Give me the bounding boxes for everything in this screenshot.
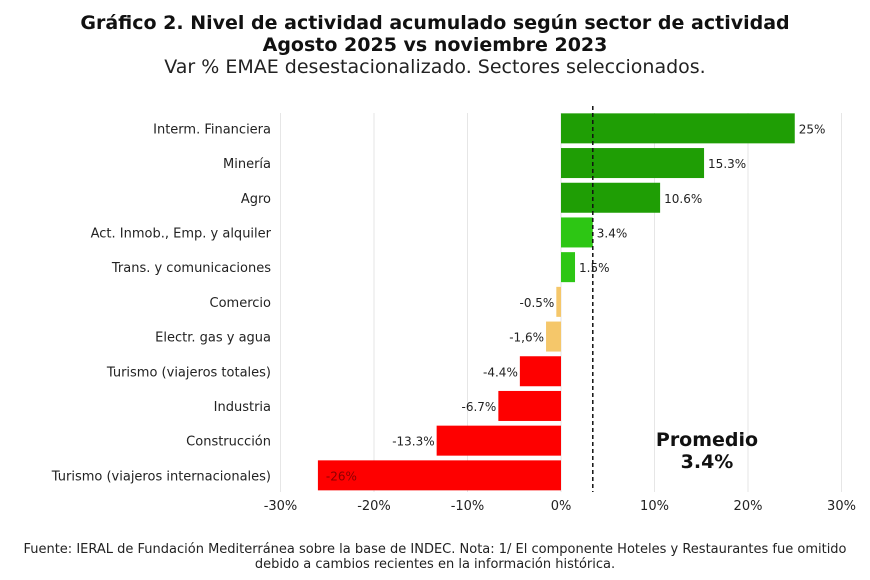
bar (561, 182, 661, 213)
data-label: -4.4% (483, 365, 518, 379)
bar (546, 321, 561, 352)
category-label: Construcción (186, 435, 271, 450)
data-label: -1,6% (509, 331, 544, 345)
chart-subtitle: Agosto 2025 vs noviembre 2023 (262, 34, 608, 56)
data-label: -6.7% (462, 400, 497, 414)
x-tick-label: 10% (640, 499, 669, 514)
x-tick-label: 0% (551, 499, 572, 514)
category-label: Turismo (viajeros internacionales) (51, 469, 271, 484)
x-tick-label: -10% (451, 499, 485, 514)
average-label: Promedio (656, 429, 758, 451)
bar (561, 217, 593, 248)
bar (519, 356, 561, 387)
category-label: Minería (223, 157, 271, 172)
source-note: Fuente: IERAL de Fundación Mediterránea … (23, 542, 847, 572)
bar (561, 148, 705, 179)
x-tick-label: -30% (264, 499, 298, 514)
category-label: Turismo (viajeros totales) (106, 365, 271, 380)
data-label: -0.5% (519, 296, 554, 310)
bar (498, 390, 561, 421)
bar (317, 460, 561, 491)
x-tick-label: 20% (734, 499, 763, 514)
x-tick-label: -20% (357, 499, 391, 514)
chart-title: Gráfico 2. Nivel de actividad acumulado … (80, 12, 790, 34)
bar (561, 252, 576, 283)
bar-chart: -30% -20% -10% 0% 10% 20% 30% Interm. Financier… (51, 106, 856, 514)
data-label: -26% (326, 469, 357, 483)
data-label: 1.5% (579, 261, 610, 275)
bar (561, 113, 795, 144)
category-label: Trans. y comunicaciones (111, 261, 271, 276)
category-label: Electr. gas y agua (155, 331, 271, 346)
data-label: 15.3% (708, 157, 746, 171)
average-value: 3.4% (681, 451, 734, 473)
data-label: 3.4% (597, 226, 628, 240)
data-label: -13.3% (392, 435, 434, 449)
bar (556, 286, 561, 317)
data-label: 25% (799, 122, 826, 136)
category-label: Interm. Financiera (153, 122, 271, 137)
category-label: Act. Inmob., Emp. y alquiler (91, 226, 272, 241)
category-label: Comercio (210, 296, 272, 311)
bar (436, 425, 561, 456)
category-label: Industria (214, 400, 271, 415)
chart-subtitle-2: Var % EMAE desestacionalizado. Sectores … (164, 56, 706, 78)
x-tick-label: 30% (827, 499, 856, 514)
category-label: Agro (241, 192, 271, 207)
data-label: 10.6% (664, 192, 702, 206)
